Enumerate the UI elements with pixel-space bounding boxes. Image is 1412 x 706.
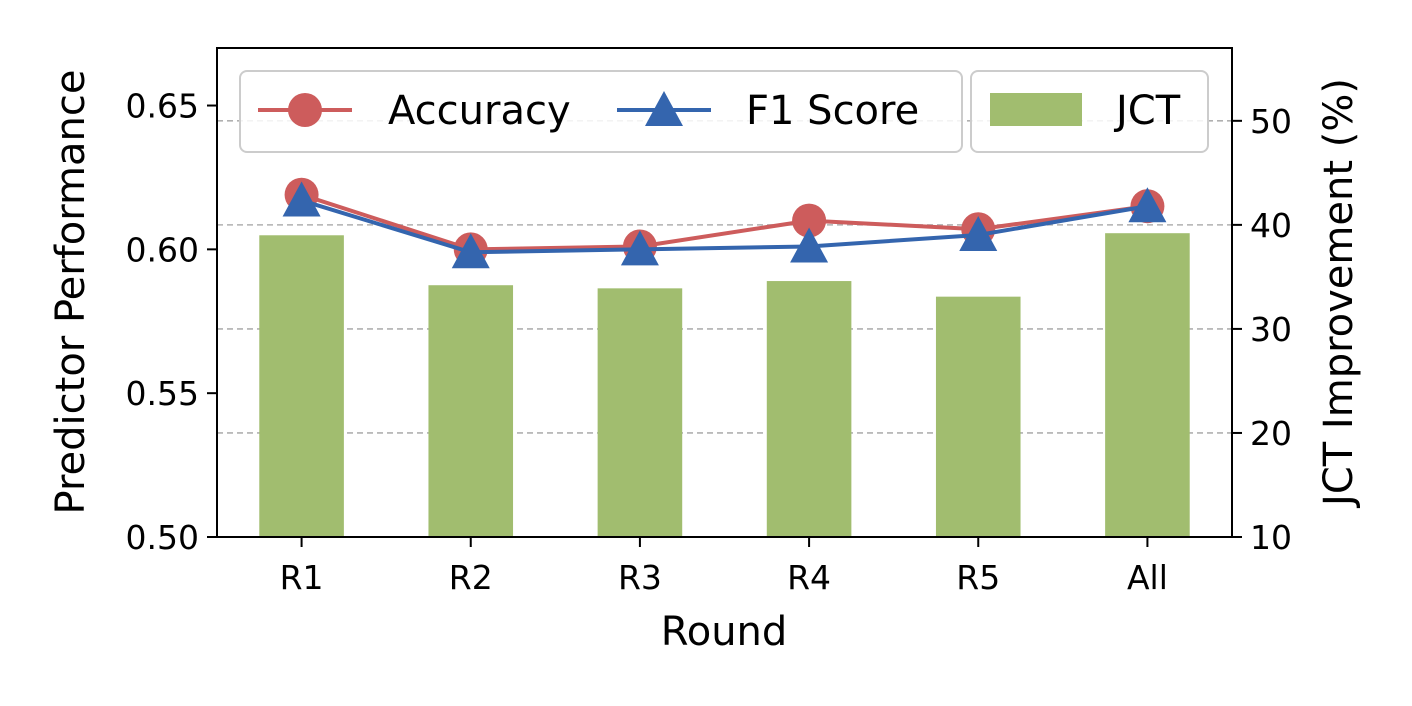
y-tick-label: 0.60 — [126, 230, 199, 269]
legend-jct-label: JCT — [1113, 88, 1181, 134]
legend-accuracy-label: Accuracy — [388, 88, 571, 134]
accuracy-line — [300, 192, 1148, 252]
f1-score-point — [1128, 187, 1167, 223]
y-tick-label: 0.65 — [126, 87, 199, 126]
jct-bar — [935, 296, 1021, 537]
accuracy-point — [792, 203, 827, 238]
series-lines — [282, 177, 1167, 269]
legend-f1-label: F1 Score — [746, 88, 919, 134]
jct-bar — [1105, 233, 1190, 537]
f1-score-point — [451, 233, 490, 269]
jct-bar — [766, 281, 852, 537]
left-axis-ticks: 0.50 0.55 0.60 0.65 — [126, 87, 217, 557]
legend-box-lines — [239, 70, 963, 153]
f1-score-point — [959, 215, 998, 251]
f1-score-line — [300, 198, 1148, 255]
x-tick-label: R4 — [787, 558, 831, 597]
x-tick-label: R2 — [449, 558, 493, 597]
x-axis-title: Round — [661, 609, 788, 655]
y2-tick-label: 30 — [1250, 310, 1292, 349]
x-tick-label: All — [1127, 558, 1168, 597]
x-axis-ticks: R1 R2 R3 R4 R5 All — [280, 537, 1168, 597]
y-axis-title: Predictor Performance — [48, 70, 94, 515]
f1-score-point — [620, 230, 659, 266]
y2-tick-label: 40 — [1250, 206, 1292, 245]
f1-score-point — [790, 227, 829, 263]
legend-box-bars — [970, 70, 1209, 153]
legend-f1-marker — [645, 91, 683, 126]
y2-tick-label: 20 — [1250, 414, 1292, 453]
x-tick-label: R5 — [956, 558, 1000, 597]
legend-accuracy-marker — [288, 93, 322, 127]
plot-frame — [216, 47, 1233, 538]
y2-tick-label: 10 — [1250, 518, 1292, 557]
x-tick-label: R3 — [618, 558, 662, 597]
legend: Accuracy F1 Score JCT — [239, 70, 1209, 153]
y2-tick-label: 50 — [1250, 102, 1292, 141]
y2-axis-title: JCT Improvement (%) — [1316, 78, 1362, 509]
y-tick-label: 0.50 — [126, 518, 199, 557]
jct-bar — [428, 285, 514, 537]
right-axis-ticks: 10 20 30 40 50 — [1232, 102, 1292, 557]
f1-score-point — [282, 181, 321, 217]
x-tick-label: R1 — [280, 558, 324, 597]
jct-bars — [259, 233, 1190, 537]
legend-jct-swatch — [990, 93, 1082, 126]
y-tick-label: 0.55 — [126, 374, 199, 413]
jct-bar — [597, 288, 683, 537]
jct-bar — [259, 235, 344, 537]
